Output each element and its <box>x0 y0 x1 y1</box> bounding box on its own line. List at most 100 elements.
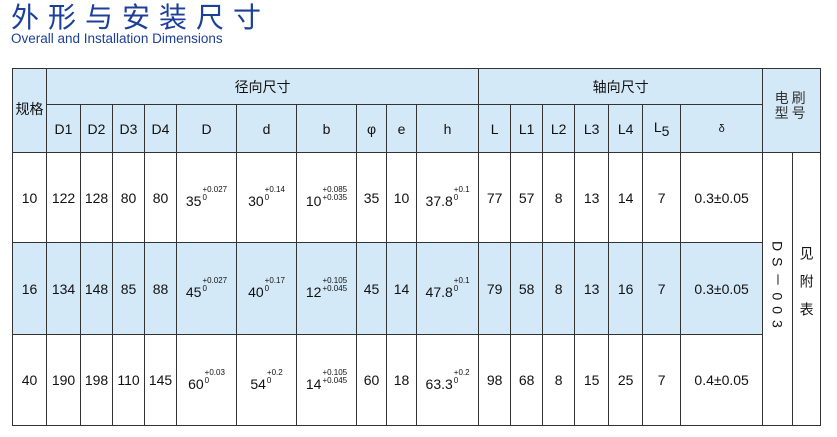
cell-delta: 0.4±0.05 <box>680 334 764 426</box>
value-base: 35 <box>185 193 202 209</box>
cell-l: 77 <box>478 152 512 243</box>
table-row: 40 190 198 110 145 60 +0.03 0 54 +0.2 0 14 +0.105 +0.… <box>12 334 821 426</box>
header-col: L5 <box>642 104 682 153</box>
header-col: D1 <box>46 104 81 153</box>
tolerance-lower: +0.045 <box>322 375 348 385</box>
cell-l3: 15 <box>574 334 610 426</box>
page-subtitle: Overall and Installation Dimensions <box>11 31 223 46</box>
cell-l2: 8 <box>542 152 576 243</box>
tolerance: +0.105 +0.045 <box>322 367 348 385</box>
header-col: D2 <box>80 104 113 153</box>
tolerance: +0.1 0 <box>454 277 470 293</box>
tolerance-upper: +0.105 <box>322 276 348 285</box>
cell-l1: 58 <box>510 242 544 335</box>
cell-l3: 13 <box>574 242 610 335</box>
cell-d: 45 +0.027 0 <box>176 242 237 335</box>
tolerance-lower: 0 <box>453 193 459 202</box>
cell-d4: 80 <box>144 152 177 243</box>
value-base: 40 <box>248 284 264 300</box>
page-title: 外形与安装尺寸 <box>11 1 271 34</box>
header-col: δ <box>680 104 764 153</box>
cell-phi: 45 <box>356 242 387 335</box>
value-base: 60 <box>188 375 204 392</box>
header-brush-model: 电刷 型号 <box>762 68 822 153</box>
cell-l2: 8 <box>542 334 576 426</box>
brush-line2: 型号 <box>774 105 809 121</box>
cell-h: 37.8 +0.1 0 <box>415 152 480 243</box>
cell-l5: 7 <box>642 334 682 426</box>
value-base: 54 <box>250 375 266 392</box>
cell-d3: 80 <box>112 152 145 243</box>
tolerance-upper: +0.1 <box>453 185 470 194</box>
cell-l5: 7 <box>642 242 682 335</box>
tolerance-upper: +0.027 <box>202 185 228 194</box>
value-base: 10 <box>305 193 322 209</box>
header-spec: 规格 <box>12 68 47 153</box>
value-base: 12 <box>305 284 322 300</box>
tolerance-lower: 0 <box>264 284 270 293</box>
cell-d2: 148 <box>80 242 113 335</box>
tolerance-lower: 0 <box>453 375 459 385</box>
cell-l2: 8 <box>542 242 576 335</box>
tolerance: +0.085 +0.035 <box>322 186 347 202</box>
tolerance-lower: 0 <box>266 375 272 385</box>
tolerance: +0.027 0 <box>202 186 227 202</box>
cell-d1: 190 <box>46 334 81 426</box>
tolerance-upper: +0.085 <box>322 185 348 194</box>
cell-l: 79 <box>478 242 512 335</box>
value-base: 30 <box>248 193 264 209</box>
value-base: 47.8 <box>425 284 453 300</box>
brush-line1: 电刷 <box>774 90 809 106</box>
cell-l5: 7 <box>642 152 682 243</box>
value-base: 37.8 <box>425 193 453 209</box>
tolerance: +0.2 0 <box>453 368 470 385</box>
cell-d: 54 +0.2 0 <box>236 334 297 426</box>
header-col: d <box>236 104 297 153</box>
cell-l3: 13 <box>574 152 610 243</box>
cell-b: 10 +0.085 +0.035 <box>296 152 357 243</box>
cell-e: 10 <box>386 152 417 243</box>
cell-h: 47.8 +0.1 0 <box>415 242 480 335</box>
cell-e: 18 <box>386 334 417 426</box>
header-col: e <box>386 104 417 153</box>
cell-d2: 128 <box>80 152 113 243</box>
tolerance-upper: +0.027 <box>202 276 228 285</box>
header-col: L <box>478 104 512 153</box>
header-radial: 径向尺寸 <box>45 68 480 105</box>
cell-d1: 134 <box>46 242 81 335</box>
cell-delta: 0.3±0.05 <box>680 242 764 335</box>
tolerance: +0.14 0 <box>265 186 285 202</box>
tolerance: +0.027 0 <box>202 277 227 293</box>
tolerance-lower: 0 <box>202 284 207 293</box>
tolerance-upper: +0.105 <box>322 367 348 377</box>
tolerance-lower: +0.045 <box>322 284 348 293</box>
cell-d2: 198 <box>80 334 113 426</box>
cell-d: 35 +0.027 0 <box>176 152 237 243</box>
header-col: L3 <box>574 104 610 153</box>
cell-e: 14 <box>386 242 417 335</box>
cell-d: 60 +0.03 0 <box>176 334 237 426</box>
header-col: D <box>176 104 237 153</box>
value-base: 63.3 <box>425 375 453 392</box>
cell-d4: 145 <box>144 334 177 426</box>
cell-phi: 60 <box>356 334 387 426</box>
cell-spec: 40 <box>12 334 47 426</box>
header-col: b <box>296 104 357 153</box>
cell-b: 12 +0.105 +0.045 <box>296 242 357 335</box>
table-row: 10 122 128 80 80 35 +0.027 0 30 +0.14 0 10 +0.085 +0.… <box>12 152 822 426</box>
header-col: L4 <box>608 104 644 153</box>
cell-l4: 16 <box>608 242 644 335</box>
tolerance: +0.105 +0.045 <box>322 277 347 293</box>
tolerance-upper: +0.1 <box>453 276 470 285</box>
cell-l: 98 <box>478 334 512 426</box>
see-table-cell: 见附表 <box>792 152 822 426</box>
cell-d3: 110 <box>112 334 145 426</box>
header-col-label: L <box>653 118 662 135</box>
cell-l4: 25 <box>608 334 644 426</box>
cell-h: 63.3 +0.2 0 <box>415 334 480 426</box>
cell-d: 30 +0.14 0 <box>236 152 297 243</box>
brush-model: DS－003 <box>769 241 786 334</box>
header-col: h <box>415 104 480 153</box>
tolerance-upper: +0.2 <box>266 367 283 377</box>
